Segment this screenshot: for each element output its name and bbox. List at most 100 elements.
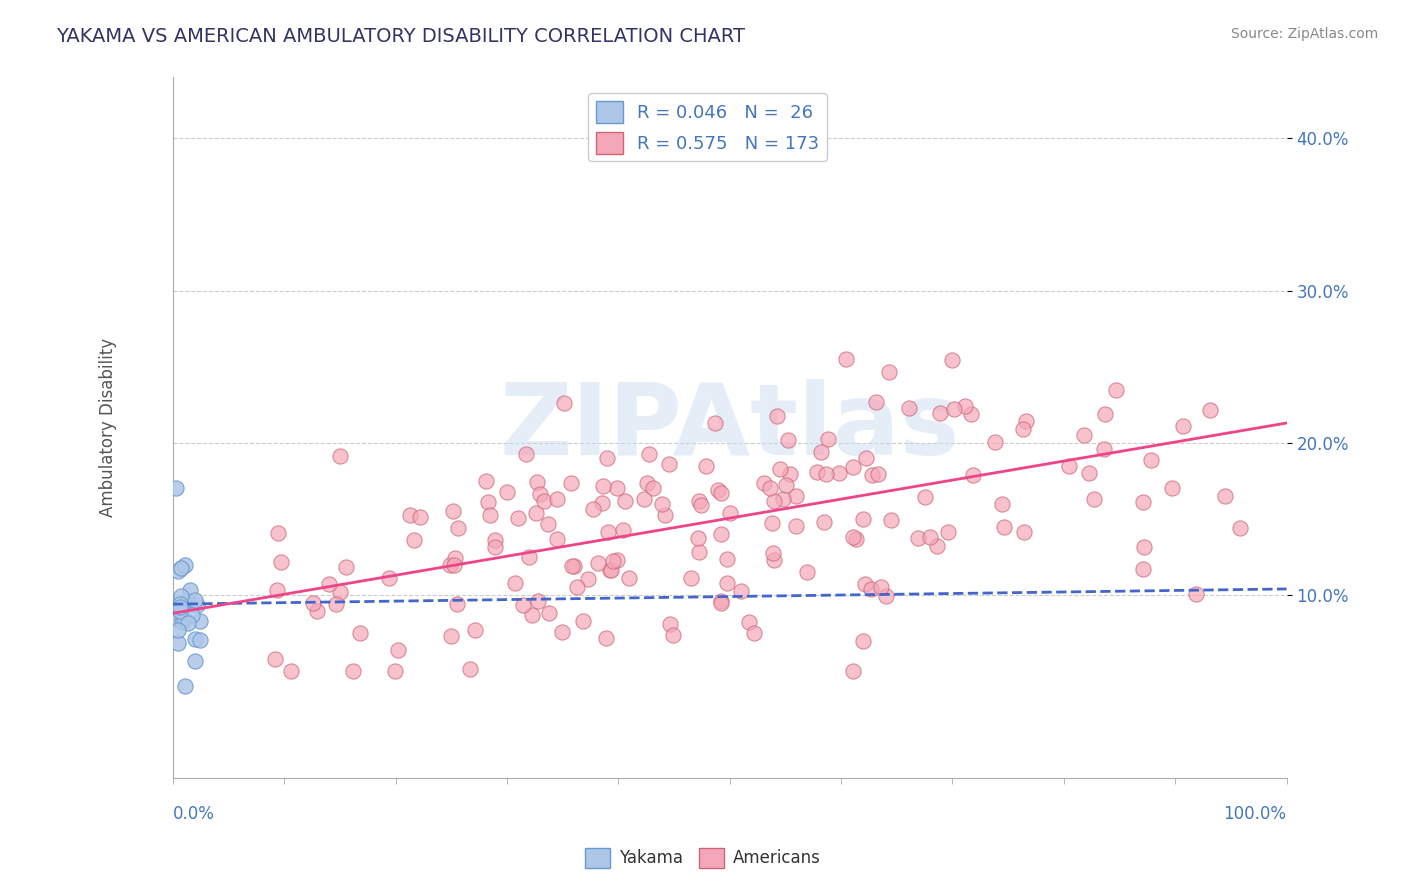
Point	[1132, 495, 1154, 509]
Point	[875, 589, 897, 603]
Point	[177, 616, 200, 631]
Point	[387, 643, 409, 657]
Point	[877, 366, 900, 380]
Point	[572, 615, 595, 629]
Point	[754, 475, 776, 490]
Point	[519, 549, 541, 564]
Point	[586, 556, 609, 570]
Y-axis label: Ambulatory Disability: Ambulatory Disability	[100, 338, 117, 517]
Point	[398, 508, 420, 522]
Point	[1094, 407, 1116, 421]
Text: YAKAMA VS AMERICAN AMBULATORY DISABILITY CORRELATION CHART: YAKAMA VS AMERICAN AMBULATORY DISABILITY…	[56, 27, 745, 45]
Point	[606, 553, 628, 567]
Point	[384, 664, 406, 678]
Point	[762, 546, 785, 560]
Point	[960, 408, 983, 422]
Point	[526, 475, 548, 489]
Point	[662, 627, 685, 641]
Point	[1073, 428, 1095, 442]
Point	[929, 406, 952, 420]
Point	[503, 575, 526, 590]
Point	[710, 593, 733, 607]
Point	[1015, 414, 1038, 428]
Point	[184, 632, 207, 646]
Legend: Yakama, Americans: Yakama, Americans	[579, 841, 827, 875]
Point	[582, 502, 605, 516]
Point	[813, 515, 835, 529]
Point	[710, 486, 733, 500]
Point	[329, 449, 352, 463]
Point	[718, 506, 741, 520]
Point	[706, 483, 728, 497]
Point	[402, 533, 425, 548]
Point	[898, 401, 921, 415]
Point	[170, 560, 193, 574]
Point	[440, 629, 463, 643]
Point	[409, 509, 432, 524]
Point	[526, 506, 548, 520]
Point	[444, 550, 467, 565]
Point	[537, 606, 560, 620]
Point	[710, 527, 733, 541]
Point	[983, 434, 1005, 449]
Point	[477, 494, 499, 508]
Point	[810, 444, 832, 458]
Point	[942, 401, 965, 416]
Point	[643, 481, 665, 495]
Legend: R = 0.046   N =  26, R = 0.575   N = 173: R = 0.046 N = 26, R = 0.575 N = 173	[589, 94, 827, 161]
Point	[730, 583, 752, 598]
Point	[495, 484, 517, 499]
Point	[738, 615, 761, 630]
Point	[1077, 466, 1099, 480]
Point	[779, 467, 801, 481]
Point	[993, 520, 1015, 534]
Point	[602, 554, 624, 568]
Point	[546, 491, 568, 506]
Point	[690, 498, 713, 512]
Point	[612, 523, 634, 537]
Point	[1057, 459, 1080, 474]
Point	[868, 467, 890, 481]
Point	[562, 558, 585, 573]
Point	[561, 559, 583, 574]
Point	[169, 597, 191, 611]
Point	[515, 447, 537, 461]
Point	[446, 597, 468, 611]
Point	[1229, 521, 1251, 535]
Point	[938, 524, 960, 539]
Point	[845, 532, 868, 546]
Point	[606, 481, 628, 495]
Point	[637, 447, 659, 461]
Point	[458, 662, 481, 676]
Point	[302, 596, 325, 610]
Point	[264, 651, 287, 665]
Point	[658, 616, 681, 631]
Point	[688, 545, 710, 559]
Point	[785, 489, 807, 503]
Point	[484, 541, 506, 555]
Point	[181, 608, 204, 623]
Point	[860, 582, 883, 596]
Point	[599, 563, 621, 577]
Point	[1083, 491, 1105, 506]
Point	[658, 457, 681, 471]
Point	[173, 612, 195, 626]
Point	[318, 577, 340, 591]
Point	[835, 352, 858, 367]
Point	[762, 553, 785, 567]
Point	[1133, 540, 1156, 554]
Point	[855, 450, 877, 465]
Point	[439, 558, 461, 573]
Point	[166, 624, 188, 638]
Point	[591, 496, 613, 510]
Point	[716, 552, 738, 566]
Point	[484, 533, 506, 548]
Point	[325, 597, 347, 611]
Point	[600, 563, 623, 577]
Point	[769, 462, 792, 476]
Point	[953, 399, 976, 413]
Point	[598, 524, 620, 539]
Point	[165, 482, 187, 496]
Point	[716, 575, 738, 590]
Point	[560, 476, 582, 491]
